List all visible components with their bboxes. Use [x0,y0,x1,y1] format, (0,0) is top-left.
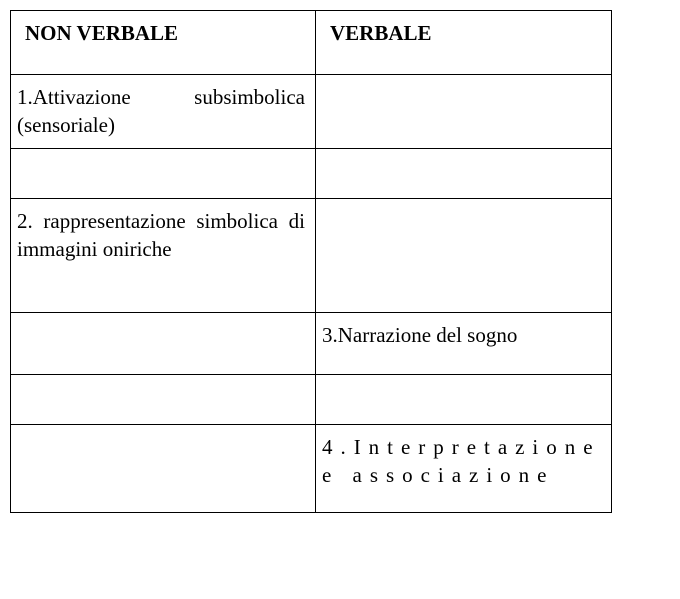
cell-verbale [316,148,612,198]
table-row: 3.Narrazione del sogno [11,312,612,374]
cell-nonverbale [11,148,316,198]
cell-text [316,149,611,165]
cell-nonverbale: 2. rappresentazione simbolica di immagin… [11,198,316,312]
column-header-verbale: VERBALE [316,11,612,75]
cell-text: 3.Narrazione del sogno [316,313,611,357]
column-header-verbale-label: VERBALE [316,11,611,46]
table-row [11,374,612,424]
cell-text [316,199,611,215]
table-row [11,148,612,198]
cell-text [11,313,315,329]
column-header-nonverbale: NON VERBALE [11,11,316,75]
table-row: 1.Attivazione subsimbolica (sensoriale) [11,75,612,149]
cell-nonverbale: 1.Attivazione subsimbolica (sensoriale) [11,75,316,149]
cell-verbale [316,75,612,149]
cell-text [316,375,611,391]
cell-verbale [316,198,612,312]
cell-verbale: 3.Narrazione del sogno [316,312,612,374]
column-header-nonverbale-label: NON VERBALE [11,11,315,46]
cell-text: 2. rappresentazione simbolica di immagin… [11,199,315,272]
table-row: 2. rappresentazione simbolica di immagin… [11,198,612,312]
cell-verbale: 4.Interpretazione e associazione [316,424,612,512]
cell-text [11,375,315,391]
cell-nonverbale [11,424,316,512]
cell-text [11,149,315,165]
cell-text [316,75,611,91]
cell-verbale [316,374,612,424]
cell-nonverbale [11,374,316,424]
comparison-table: NON VERBALE VERBALE 1.Attivazione subsim… [10,10,612,513]
table-row: 4.Interpretazione e associazione [11,424,612,512]
cell-text: 4.Interpretazione e associazione [316,425,611,498]
table-header-row: NON VERBALE VERBALE [11,11,612,75]
cell-nonverbale [11,312,316,374]
cell-text: 1.Attivazione subsimbolica (sensoriale) [11,75,315,148]
cell-text [11,425,315,441]
